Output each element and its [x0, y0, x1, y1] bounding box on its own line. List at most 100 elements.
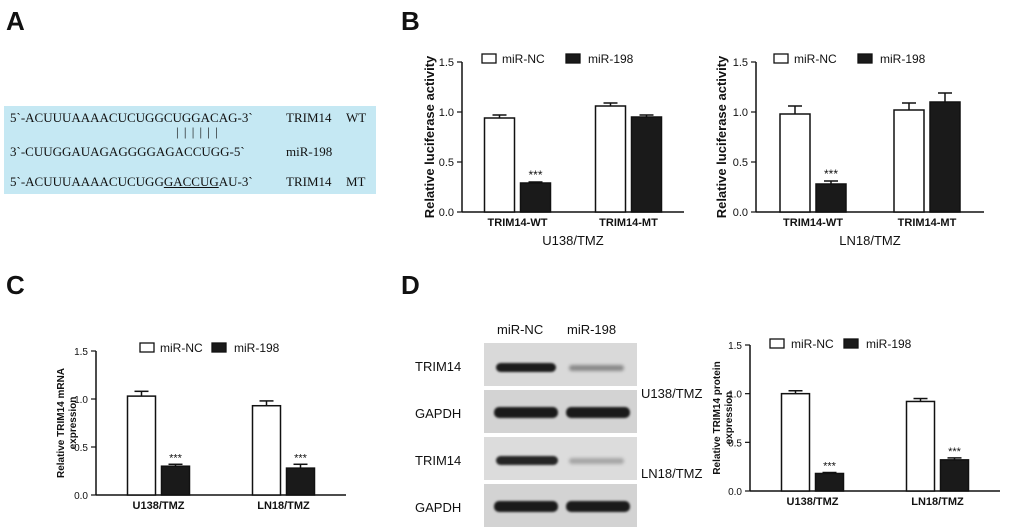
- y-tick-label: 1.0: [728, 390, 742, 401]
- seq-line-mt: 5`-ACUUUAAAACUCUGGGACCUGAU-3`: [10, 174, 253, 190]
- y-tick-label: 1.5: [439, 57, 454, 69]
- seq-mt-type-label: MT: [346, 174, 366, 189]
- x-tick-label: LN18/TMZ: [257, 500, 310, 512]
- blot-lane-label-mir198: miR-198: [567, 322, 617, 337]
- blot-row-label-trim14-u138: TRIM14: [415, 359, 462, 374]
- bar-mir-nc: [893, 109, 925, 213]
- chart-title: LN18/TMZ: [839, 233, 900, 248]
- seq-mt-gene-label: TRIM14: [286, 174, 332, 189]
- band-gapdh-ln18-mir198: [566, 501, 630, 512]
- band-trim14-ln18-mir198: [569, 458, 624, 464]
- y-tick-label: 1.0: [74, 395, 88, 406]
- blot-lane-label-nc: miR-NC: [497, 322, 544, 337]
- seq-mt-text-post: AU-3`: [218, 174, 253, 189]
- seq-line-wt: 5`-ACUUUAAAACUCUGGCUGGACAG-3`: [10, 110, 253, 126]
- y-axis-label-line2: expression: [724, 392, 735, 445]
- seq-mirna-text: 3`-CUUGGAUAGAGGGGAGACCUGG-5`: [10, 144, 245, 159]
- blot-row-label-trim14-ln18: TRIM14: [415, 453, 462, 468]
- bar-mir-nc: [483, 117, 516, 213]
- legend-swatch: [843, 338, 859, 349]
- legend-label: miR-198: [880, 52, 926, 66]
- y-axis-label: Relative luciferase activity: [422, 55, 437, 218]
- bar-mir-nc: [251, 404, 282, 496]
- legend-label: miR-NC: [791, 337, 834, 351]
- bar-mir-198: [630, 116, 663, 213]
- legend-swatch: [773, 53, 789, 64]
- legend-swatch: [481, 53, 497, 64]
- y-axis-label-line1: Relative TRIM14 mRNA: [56, 368, 67, 478]
- panel-label-d: D: [401, 270, 420, 300]
- y-tick-label: 0.0: [728, 487, 742, 498]
- seq-mirna-label: miR-198: [286, 144, 333, 159]
- sequence-alignment-box: [4, 106, 376, 194]
- y-tick-label: 1.5: [74, 347, 88, 358]
- y-axis-label: Relative luciferase activity: [714, 55, 729, 218]
- seq-mt-mutated-site: GACCUG: [163, 174, 219, 189]
- y-tick-label: 0.5: [728, 438, 742, 449]
- blot-group-label-ln18: LN18/TMZ: [641, 466, 703, 481]
- legend-label: miR-NC: [160, 341, 203, 355]
- significance-label: ***: [948, 446, 962, 458]
- chart-b-right-luciferase: 0.0 0.5 1.0 1.5 Relative luciferase activity…: [714, 52, 984, 248]
- seq-wt-text: 5`-ACUUUAAAACUCUGGCUGGACAG-3`: [10, 110, 253, 125]
- blot-strip-gapdh-ln18: [484, 484, 637, 527]
- y-tick-label: 1.5: [733, 57, 748, 69]
- seq-wt-gene-label: TRIM14: [286, 110, 332, 125]
- legend-swatch: [857, 53, 873, 64]
- bar-mir-nc: [905, 400, 936, 492]
- band-trim14-u138-mir198: [569, 365, 624, 371]
- bar-mir-nc: [779, 113, 811, 213]
- legend-swatch: [769, 338, 785, 349]
- significance-label: ***: [823, 461, 837, 473]
- x-tick-label: TRIM14-WT: [783, 217, 843, 229]
- bar-mir-198: [939, 459, 970, 492]
- y-tick-label: 0.0: [733, 207, 748, 219]
- seq-pairing-bars: | | | | | |: [176, 124, 219, 139]
- bar-mir-nc: [780, 392, 811, 492]
- x-tick-label: TRIM14-WT: [488, 217, 548, 229]
- seq-mt-text-pre: 5`-ACUUUAAAACUCUGG: [10, 174, 164, 189]
- band-gapdh-u138-mir198: [566, 407, 630, 418]
- band-trim14-ln18-nc: [496, 456, 558, 465]
- legend-swatch: [565, 53, 581, 64]
- chart-c-mrna-expression: 0.0 0.5 1.0 1.5 Relative TRIM14 mRNAexpressi…: [56, 341, 346, 512]
- bar-mir-198: [814, 472, 845, 492]
- y-axis-label-line1: Relative TRIM14 protein: [712, 361, 723, 474]
- x-tick-label: U138/TMZ: [133, 500, 185, 512]
- y-axis-label: Relative TRIM14 proteinexpression: [712, 361, 735, 474]
- band-trim14-u138-nc: [496, 363, 556, 372]
- y-axis-label-line2: expression: [68, 397, 79, 450]
- x-tick-label: TRIM14-MT: [898, 217, 957, 229]
- seq-line-mirna: 3`-CUUGGAUAGAGGGGAGACCUGG-5`: [10, 144, 245, 160]
- bar-mir-198: [160, 465, 191, 496]
- panel-label-c: C: [6, 270, 25, 300]
- blot-row-label-gapdh-ln18: GAPDH: [415, 500, 462, 515]
- y-tick-label: 0.0: [439, 207, 454, 219]
- legend-swatch: [211, 342, 227, 353]
- y-tick-label: 1.5: [728, 341, 742, 352]
- chart-title: U138/TMZ: [542, 233, 603, 248]
- significance-label: ***: [169, 452, 183, 464]
- bar-mir-nc: [126, 395, 157, 496]
- blot-strip-gapdh-u138: [484, 390, 637, 433]
- y-tick-label: 0.5: [439, 157, 454, 169]
- band-gapdh-ln18-nc: [494, 501, 558, 512]
- legend-label: miR-198: [588, 52, 634, 66]
- y-tick-label: 1.0: [439, 107, 454, 119]
- blot-strip-trim14-ln18: [484, 437, 637, 480]
- x-tick-label: U138/TMZ: [787, 496, 839, 508]
- legend-label: miR-NC: [502, 52, 545, 66]
- blot-row-label-gapdh-u138: GAPDH: [415, 406, 462, 421]
- panel-label-a: A: [6, 6, 25, 36]
- legend-label: miR-198: [866, 337, 912, 351]
- x-tick-label: LN18/TMZ: [911, 496, 964, 508]
- x-tick-label: TRIM14-MT: [599, 217, 658, 229]
- panel-label-b: B: [401, 6, 420, 36]
- y-tick-label: 1.0: [733, 107, 748, 119]
- bar-mir-nc: [594, 105, 627, 213]
- seq-wt-type-label: WT: [346, 110, 367, 125]
- band-gapdh-u138-nc: [494, 407, 558, 418]
- bar-mir-198: [929, 101, 961, 213]
- significance-label: ***: [824, 167, 838, 181]
